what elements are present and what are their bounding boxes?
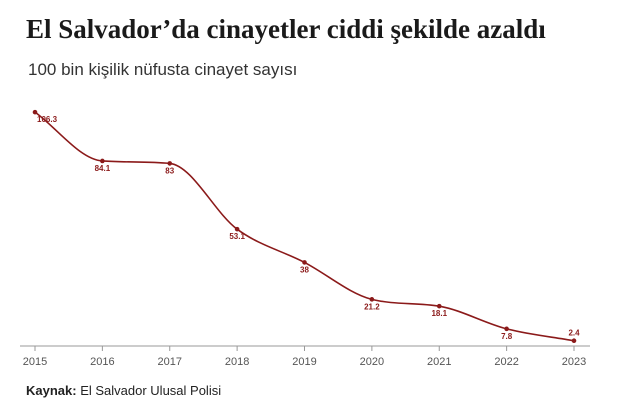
data-label-2016: 84.1 bbox=[95, 164, 111, 173]
x-tick-label-2016: 2016 bbox=[90, 356, 114, 368]
data-label-2019: 38 bbox=[300, 265, 309, 274]
source-text: El Salvador Ulusal Polisi bbox=[80, 383, 222, 398]
source-label: Kaynak: bbox=[26, 383, 77, 398]
x-tick-label-2017: 2017 bbox=[158, 356, 182, 368]
data-point-2022 bbox=[504, 326, 509, 332]
x-tick-label-2015: 2015 bbox=[23, 356, 47, 368]
data-label-2015: 106.3 bbox=[37, 115, 58, 124]
data-point-2020 bbox=[369, 297, 375, 302]
data-label-2017: 83 bbox=[165, 166, 174, 175]
data-label-2020: 21.2 bbox=[364, 302, 380, 311]
data-point-2019 bbox=[302, 260, 307, 265]
data-point-2021 bbox=[436, 303, 442, 309]
x-tick-label-2021: 2021 bbox=[427, 356, 451, 368]
x-tick-label-2022: 2022 bbox=[494, 356, 518, 368]
source-note: Kaynak: El Salvador Ulusal Polisi bbox=[26, 383, 221, 398]
data-label-2021: 18.1 bbox=[431, 309, 447, 318]
chart-subtitle: 100 bin kişilik nüfusta cinayet sayısı bbox=[28, 60, 298, 79]
data-point-2023 bbox=[571, 338, 577, 344]
chart-title: El Salvador’da cinayetler ciddi şekilde … bbox=[26, 14, 546, 44]
x-tick-label-2019: 2019 bbox=[292, 356, 316, 368]
data-point-2018 bbox=[234, 226, 240, 232]
data-point-2015 bbox=[32, 109, 38, 115]
data-label-2018: 53.1 bbox=[229, 232, 245, 241]
data-label-2022: 7.8 bbox=[501, 332, 513, 341]
series-line bbox=[34, 111, 575, 342]
data-point-2017 bbox=[167, 161, 173, 166]
data-label-2023: 2.4 bbox=[568, 329, 580, 338]
x-tick-label-2020: 2020 bbox=[360, 356, 384, 368]
x-tick-label-2023: 2023 bbox=[562, 356, 586, 368]
x-tick-label-2018: 2018 bbox=[225, 356, 249, 368]
data-point-2016 bbox=[100, 158, 105, 164]
